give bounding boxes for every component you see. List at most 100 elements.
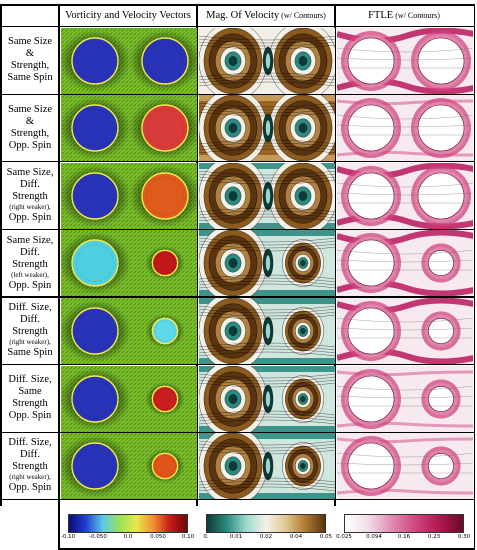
row-label-line: Diff. Size, <box>8 437 52 449</box>
frame-left <box>0 4 2 506</box>
row-label-line: Strength <box>12 326 48 338</box>
row-label-line: Diff. <box>20 246 40 258</box>
frame-bottom <box>58 548 475 550</box>
row-label-line: Same Spin <box>7 347 53 359</box>
row-label: Diff. Size, Same Strength Opp. Spin <box>1 365 59 432</box>
row-label-line: (right weaker), <box>9 473 51 482</box>
row-label-line: & <box>25 48 35 60</box>
row-label-line: (right weaker), <box>9 202 51 211</box>
row-label-text: Same Size, Diff. Strength (left weaker), Opp… <box>7 235 54 292</box>
row-label-line: Same Size, <box>6 234 54 246</box>
ftle-panel <box>336 297 473 364</box>
vorticity-panel <box>60 95 197 162</box>
row-label: Same Size, Diff. Strength (right weaker), Op… <box>1 162 59 229</box>
colorbar-tick-label: 0.01 <box>229 534 243 540</box>
velocity-magnitude-panel <box>198 433 335 500</box>
velocity-magnitude-panel <box>198 365 335 432</box>
colorbar-ftle-gradient <box>344 514 464 533</box>
row-label-line: Same Spin <box>7 72 53 84</box>
row-label-text: Same Size & Strength, Same Spin <box>7 36 52 84</box>
colorbar-tick-label: 0.0 <box>123 534 133 540</box>
row-label-text: Same Size & Strength, Opp. Spin <box>8 104 52 152</box>
row-label-line: Strength <box>12 461 48 473</box>
row-label: Same Size & Strength, Opp. Spin <box>1 95 59 162</box>
row-label-line: Same Size, <box>6 166 54 178</box>
row-label: Same Size & Strength, Same Spin <box>1 27 59 94</box>
row-label-line: Strength, <box>10 127 50 139</box>
vorticity-panel <box>60 433 197 500</box>
row-label: Diff. Size, Diff. Strength (right weaker), S… <box>1 297 59 364</box>
frame-col-1 <box>58 4 60 506</box>
frame-row-divider <box>0 499 475 501</box>
ftle-panel <box>336 433 473 500</box>
frame-cbar-right <box>473 506 475 550</box>
header-velocity-magnitude: Mag. Of Velocity (w/ Contours) <box>197 5 335 26</box>
colorbar-vorticity-gradient <box>68 514 188 533</box>
vorticity-panel <box>60 365 197 432</box>
colorbar-tick-label: 0.094 <box>366 534 382 540</box>
vorticity-panel <box>60 297 197 364</box>
colorbar-tick-label: 0.050 <box>150 534 166 540</box>
colorbar-velocity-gradient <box>206 514 326 533</box>
colorbar-tick-label: 0.16 <box>397 534 411 540</box>
row-label-line: Same Size <box>7 36 53 48</box>
ftle-panel <box>336 230 473 297</box>
vorticity-panel <box>60 230 197 297</box>
colorbar-tick-label: 0.02 <box>259 534 273 540</box>
velocity-magnitude-panel <box>198 27 335 94</box>
row-label: Diff. Size, Diff. Strength (right weaker), O… <box>1 433 59 500</box>
header-velocity-label: Mag. Of Velocity <box>206 10 280 21</box>
colorbar-ftle: 0.025 0.094 0.16 0.23 0.30 <box>336 510 471 544</box>
row-label-line: Same <box>18 386 42 398</box>
row-label-line: Strength <box>12 258 48 270</box>
row-label-text: Diff. Size, Diff. Strength (right weaker), O… <box>8 437 51 494</box>
row-label-line: Diff. <box>20 178 40 190</box>
velocity-magnitude-panel <box>198 297 335 364</box>
header-ftle-note: (w/ Contours) <box>395 11 440 20</box>
ftle-panel <box>336 162 473 229</box>
colorbar-tick-label: 0.10 <box>181 534 195 540</box>
colorbar-tick-label: -0.050 <box>89 534 107 540</box>
colorbar-tick-label: 0.04 <box>289 534 303 540</box>
ftle-panel <box>336 27 473 94</box>
row-label-line: Diff. Size, <box>8 302 52 314</box>
vorticity-panel <box>60 27 197 94</box>
row-label-line: Strength, <box>10 60 50 72</box>
row-label-line: Strength <box>12 398 48 410</box>
row-label-line: Same Size <box>7 103 53 115</box>
row-label-line: (left weaker), <box>11 270 49 279</box>
row-label: Same Size, Diff. Strength (left weaker), Opp… <box>1 230 59 297</box>
velocity-magnitude-panel <box>198 230 335 297</box>
row-label-line: Diff. <box>20 449 40 461</box>
row-label-line: Opp. Spin <box>8 482 52 494</box>
header-ftle-label: FTLE <box>368 10 394 21</box>
row-label-line: Diff. Size, <box>8 374 52 386</box>
header-vorticity: Vorticity and Velocity Vectors <box>59 5 197 26</box>
frame-top <box>0 4 475 6</box>
row-label-line: & <box>25 115 35 127</box>
header-ftle: FTLE (w/ Contours) <box>335 5 473 26</box>
frame-cbar-left <box>58 506 60 550</box>
colorbar-tick-label: 0.05 <box>319 534 333 540</box>
row-label-text: Diff. Size, Diff. Strength (right weaker), S… <box>7 302 52 359</box>
vorticity-panel <box>60 162 197 229</box>
header-velocity-note: (w/ Contours) <box>281 11 326 20</box>
velocity-magnitude-panel <box>198 162 335 229</box>
row-label-line: Opp. Spin <box>8 410 52 422</box>
row-label-text: Same Size, Diff. Strength (right weaker), Op… <box>7 167 54 224</box>
colorbar-tick-label: 0.23 <box>427 534 441 540</box>
row-label-line: Opp. Spin <box>8 279 52 291</box>
colorbar-vorticity: -0.10 -0.050 0.0 0.050 0.10 <box>60 510 195 544</box>
row-label-line: Opp. Spin <box>8 139 52 151</box>
colorbar-velocity: 0. 0.01 0.02 0.04 0.05 <box>201 510 333 544</box>
frame-right <box>473 4 475 506</box>
colorbar-tick-label: -0.10 <box>60 534 76 540</box>
row-label-line: (right weaker), <box>9 338 51 347</box>
ftle-panel <box>336 95 473 162</box>
colorbar-tick-label: 0. <box>203 534 209 540</box>
row-label-line: Opp. Spin <box>8 211 52 223</box>
velocity-magnitude-panel <box>198 95 335 162</box>
row-label-line: Strength <box>12 190 48 202</box>
colorbar-tick-label: 0.30 <box>457 534 471 540</box>
